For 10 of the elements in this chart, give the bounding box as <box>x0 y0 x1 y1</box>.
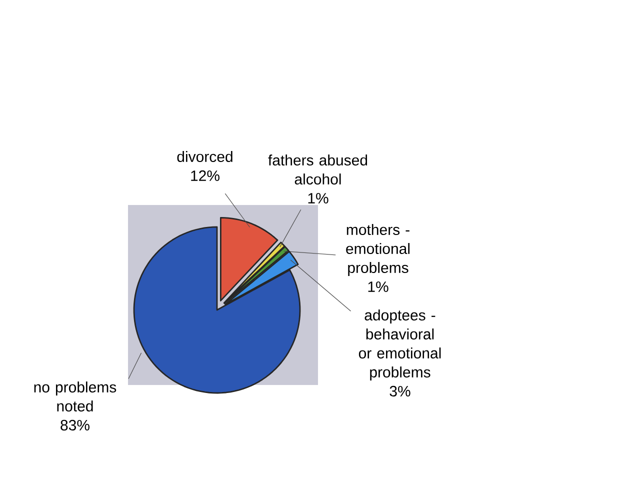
slice-label: fathers abused alcohol <box>268 154 368 185</box>
slice-label: divorced <box>177 151 232 162</box>
data-label: 1% <box>308 192 328 204</box>
data-label: 12% <box>191 170 220 181</box>
slice-label: no problems noted <box>34 381 116 412</box>
slice-label: mothers - emotional problems <box>346 224 410 276</box>
data-label: 1% <box>368 281 388 292</box>
data-label: 3% <box>390 386 410 396</box>
data-label: 83% <box>60 420 90 430</box>
slice-label: adoptees - behavioral or emotional problems <box>358 309 441 380</box>
